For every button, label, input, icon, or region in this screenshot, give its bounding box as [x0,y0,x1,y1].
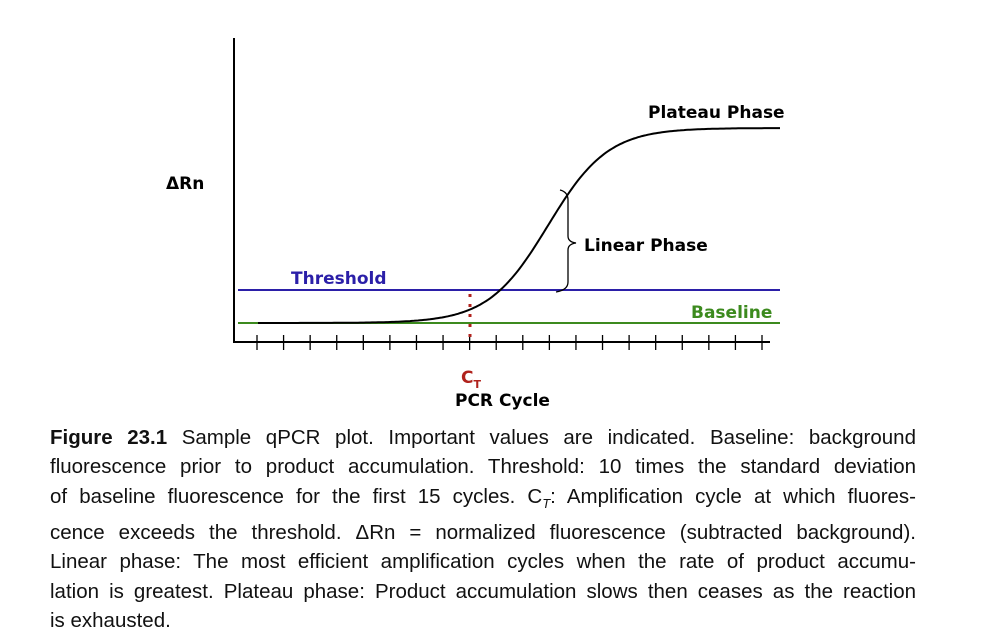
threshold-label: Threshold [291,269,387,289]
linear-phase-brace [555,189,577,293]
figure-caption: Figure 23.1 Sample qPCR plot. Important … [50,423,916,635]
ct-label: CT [461,368,481,391]
amplification-curve [258,127,780,324]
caption-line: Linear phase: The most efficient amplifi… [50,550,916,574]
caption-line: fluorescence prior to product accumulati… [50,455,916,479]
caption-line: lation is greatest. Plateau phase: Produ… [50,579,916,603]
y-axis-label: ΔRn [166,174,204,194]
caption-line: cence exceeds the threshold. ΔRn = norma… [50,520,916,544]
qpcr-plot: ΔRn Plateau Phase Linear Phase Threshold… [166,38,785,411]
linear-phase-label: Linear Phase [584,236,708,256]
caption-line: of baseline fluorescence for the first 1… [50,484,917,511]
figure-label: Figure 23.1 [50,426,168,449]
plateau-phase-label: Plateau Phase [648,103,785,123]
x-axis-label: PCR Cycle [455,391,550,411]
caption-line: is exhausted. [50,608,171,632]
baseline-label: Baseline [691,303,772,323]
caption-line: Figure 23.1 Sample qPCR plot. Important … [50,426,916,449]
